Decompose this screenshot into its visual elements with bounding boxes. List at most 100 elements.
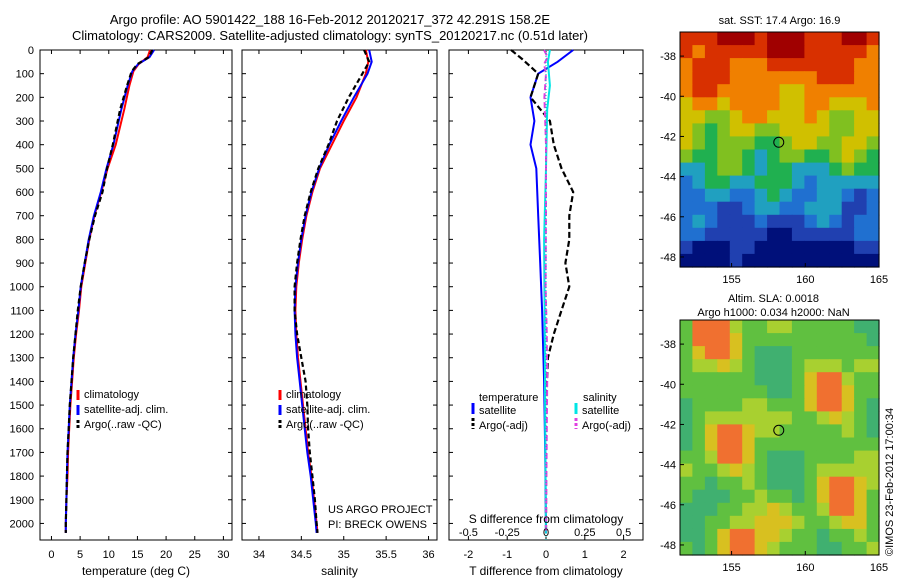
map-cell: [816, 333, 830, 347]
map-cell: [854, 149, 868, 164]
map-cell: [804, 372, 818, 386]
legend-label: Argo(-adj): [582, 420, 631, 432]
map-cell: [791, 359, 805, 373]
map-cell: [854, 463, 868, 478]
map-cell: [866, 175, 880, 190]
map-cell: [754, 333, 768, 347]
map-cell: [717, 214, 731, 229]
map-cell: [729, 437, 743, 452]
map-cell: [866, 463, 880, 478]
map-cell: [680, 123, 693, 138]
map-cell: [804, 214, 818, 229]
map-cell: [841, 32, 855, 46]
map-cell: [742, 463, 756, 478]
map-cell: [680, 476, 693, 491]
map-cell: [791, 253, 805, 268]
x-tick-label: 35: [338, 549, 350, 561]
map-cell: [729, 463, 743, 478]
map-cell: [742, 240, 756, 255]
map-cell: [866, 240, 880, 255]
map-cell: [742, 398, 756, 412]
imos-credit: ©IMOS 23-Feb-2012 17:00:34: [884, 407, 896, 556]
map-cell: [717, 424, 731, 439]
map-cell: [717, 136, 731, 151]
map-cell: [729, 188, 743, 203]
map-cell: [704, 123, 718, 138]
map-cell: [804, 476, 818, 491]
map-cell: [829, 320, 843, 334]
map-cell: [692, 110, 706, 124]
map-cell: [779, 71, 793, 85]
map-cell: [742, 227, 756, 242]
map-x-tick-label: 165: [870, 562, 888, 574]
map-cell: [717, 450, 731, 465]
map-cell: [717, 84, 731, 98]
map-cell: [779, 227, 793, 242]
map-cell: [854, 240, 868, 255]
map-cell: [804, 110, 818, 124]
map-cell: [866, 346, 880, 360]
map-cell: [854, 489, 868, 504]
map-cell: [779, 372, 793, 386]
map-cell: [704, 32, 718, 46]
map-cell: [717, 175, 731, 190]
legend-label: Argo(..raw -QC): [84, 419, 162, 431]
map-cell: [866, 32, 880, 46]
map-cell: [729, 320, 743, 334]
map-cell: [704, 359, 718, 373]
map-cell: [717, 359, 731, 373]
map-cell: [692, 175, 706, 190]
map-cell: [816, 450, 830, 465]
map-cell: [866, 528, 880, 543]
map-cell: [866, 45, 880, 59]
map-cell: [791, 32, 805, 46]
map-cell: [704, 541, 718, 556]
map-cell: [816, 320, 830, 334]
map-cell: [804, 201, 818, 216]
map-cell: [779, 450, 793, 465]
map-cell: [729, 489, 743, 504]
map-cell: [717, 463, 731, 478]
map-cell: [704, 333, 718, 347]
map-cell: [742, 162, 756, 177]
salinity-tick-label: 0.25: [574, 527, 595, 539]
map-cell: [742, 502, 756, 517]
map-cell: [816, 424, 830, 439]
map-cell: [841, 136, 855, 151]
map-cell: [754, 162, 768, 177]
map-cell: [854, 372, 868, 386]
map-cell: [692, 450, 706, 465]
map-cell: [791, 398, 805, 412]
map-cell: [866, 476, 880, 491]
map-cell: [829, 110, 843, 124]
map-x-tick-label: 160: [796, 562, 814, 574]
map-cell: [767, 201, 781, 216]
map-cell: [804, 45, 818, 59]
map-cell: [779, 32, 793, 46]
map-cell: [692, 476, 706, 491]
x-tick-label: -1: [502, 549, 512, 561]
salinity-axis-label: S difference from climatology: [469, 512, 624, 526]
map-cell: [767, 515, 781, 530]
map-cell: [680, 489, 693, 504]
map-cell: [841, 333, 855, 347]
map-cell: [841, 110, 855, 124]
map-cell: [767, 411, 781, 426]
map-cell: [804, 188, 818, 203]
map-cell: [717, 385, 731, 399]
map-cell: [779, 240, 793, 255]
map-cell: [854, 502, 868, 517]
map-cell: [816, 541, 830, 556]
map-cell: [841, 214, 855, 229]
map-cell: [816, 411, 830, 426]
map-cell: [742, 437, 756, 452]
map-cell: [704, 240, 718, 255]
salinity-tick-label: -0.25: [495, 527, 520, 539]
map-cell: [779, 188, 793, 203]
map-cell: [779, 398, 793, 412]
x-tick-label: 30: [217, 549, 229, 561]
map-cell: [791, 214, 805, 229]
map-cell: [729, 333, 743, 347]
map-cell: [854, 320, 868, 334]
map-cell: [854, 476, 868, 491]
